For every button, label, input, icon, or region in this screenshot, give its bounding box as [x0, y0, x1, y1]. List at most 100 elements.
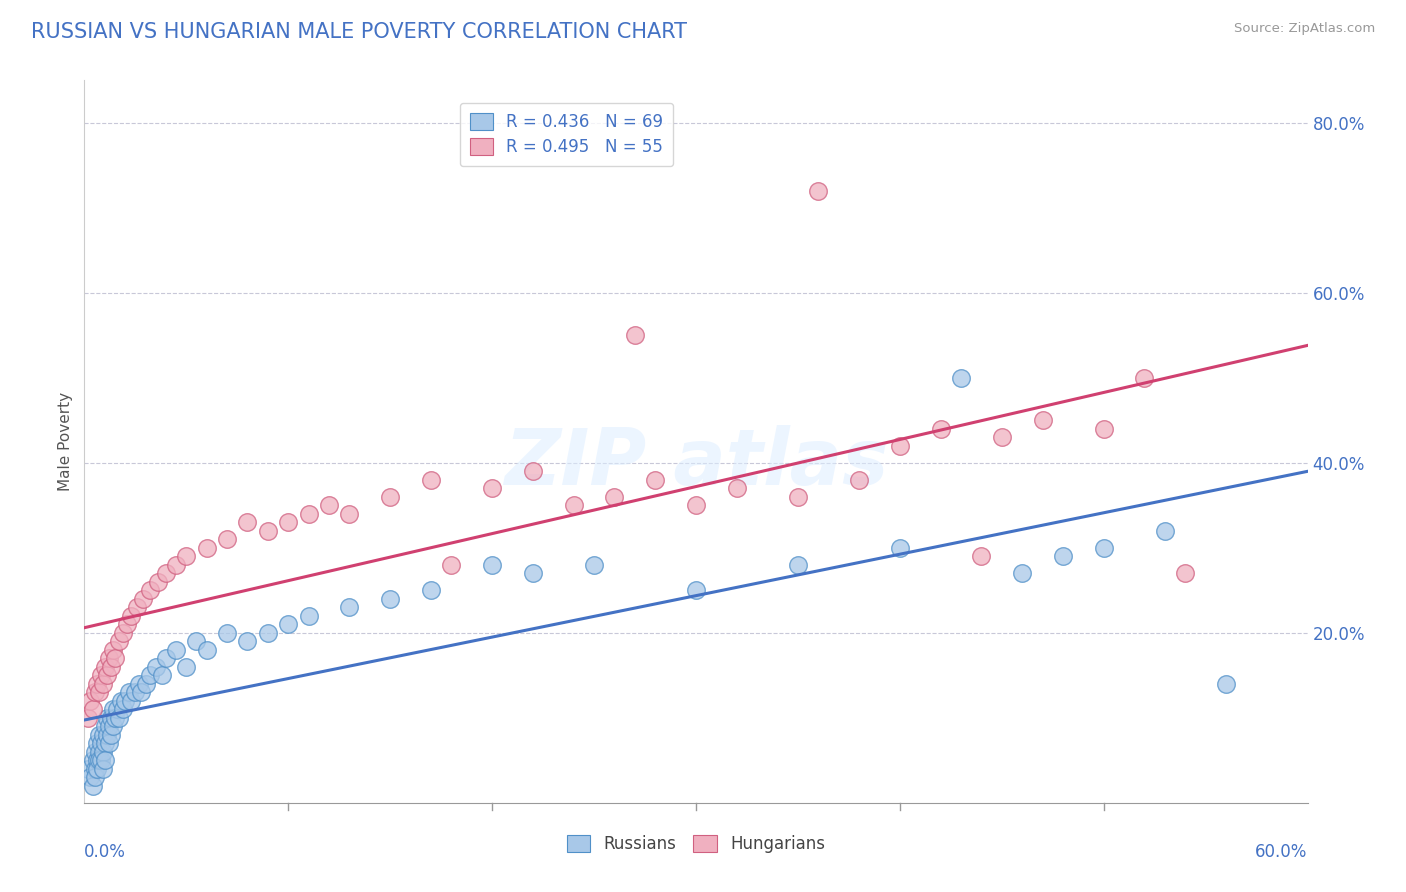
Text: RUSSIAN VS HUNGARIAN MALE POVERTY CORRELATION CHART: RUSSIAN VS HUNGARIAN MALE POVERTY CORREL… [31, 22, 688, 42]
Point [83, 762, 105, 776]
Point [112, 702, 135, 716]
Point [127, 600, 149, 615]
Point [96, 668, 118, 682]
Point [257, 524, 280, 538]
Point [91, 762, 114, 776]
Legend: Russians, Hungarians: Russians, Hungarians [561, 828, 831, 860]
Point [100, 728, 122, 742]
Point [96, 728, 118, 742]
Point [100, 711, 122, 725]
Point [165, 558, 187, 572]
Point [146, 574, 169, 589]
Point [120, 608, 142, 623]
Point [79, 770, 101, 784]
Point [77, 711, 100, 725]
Point [86, 753, 108, 767]
Point [186, 634, 208, 648]
Point [236, 634, 259, 648]
Point [481, 481, 503, 495]
Point [87, 685, 110, 699]
Point [91, 728, 114, 742]
Point [236, 516, 259, 530]
Point [124, 685, 146, 699]
Point [138, 668, 160, 682]
Point [101, 702, 124, 716]
Point [725, 481, 748, 495]
Y-axis label: Male Poverty: Male Poverty [58, 392, 73, 491]
Point [83, 685, 105, 699]
Point [82, 702, 104, 716]
Text: 0.0%: 0.0% [84, 843, 127, 861]
Point [83, 745, 105, 759]
Text: Source: ZipAtlas.com: Source: ZipAtlas.com [1234, 22, 1375, 36]
Point [165, 642, 187, 657]
Point [339, 600, 361, 615]
Point [86, 677, 108, 691]
Point [110, 694, 132, 708]
Point [86, 762, 108, 776]
Point [93, 660, 115, 674]
Point [93, 753, 115, 767]
Point [120, 694, 142, 708]
Point [1154, 524, 1177, 538]
Point [848, 473, 870, 487]
Point [217, 533, 239, 547]
Point [91, 745, 114, 759]
Point [644, 473, 666, 487]
Point [277, 617, 299, 632]
Point [155, 566, 177, 581]
Point [929, 422, 952, 436]
Point [135, 677, 157, 691]
Point [950, 371, 973, 385]
Point [318, 498, 340, 512]
Point [685, 583, 707, 598]
Point [108, 711, 131, 725]
Point [132, 591, 155, 606]
Point [90, 736, 112, 750]
Point [101, 642, 124, 657]
Point [82, 753, 104, 767]
Point [1215, 677, 1237, 691]
Point [86, 736, 108, 750]
Point [97, 651, 120, 665]
Point [82, 779, 104, 793]
Point [970, 549, 993, 564]
Point [114, 694, 136, 708]
Point [104, 711, 127, 725]
Point [87, 728, 110, 742]
Point [889, 541, 911, 555]
Point [562, 498, 585, 512]
Point [522, 464, 544, 478]
Point [1011, 566, 1033, 581]
Point [174, 549, 197, 564]
Text: ZIP atlas: ZIP atlas [503, 425, 889, 501]
Point [1092, 541, 1115, 555]
Point [1092, 422, 1115, 436]
Point [174, 660, 197, 674]
Point [277, 516, 299, 530]
Point [145, 660, 167, 674]
Point [298, 608, 321, 623]
Point [481, 558, 503, 572]
Point [93, 736, 115, 750]
Point [138, 583, 160, 598]
Point [624, 328, 647, 343]
Point [380, 490, 402, 504]
Point [195, 642, 218, 657]
Point [257, 625, 280, 640]
Point [108, 634, 131, 648]
Point [118, 685, 141, 699]
Point [155, 651, 177, 665]
Point [685, 498, 707, 512]
Point [603, 490, 626, 504]
Point [105, 702, 128, 716]
Point [90, 753, 112, 767]
Point [150, 668, 173, 682]
Point [440, 558, 463, 572]
Point [112, 625, 135, 640]
Point [128, 677, 150, 691]
Point [583, 558, 606, 572]
Point [97, 719, 120, 733]
Point [522, 566, 544, 581]
Point [195, 541, 218, 555]
